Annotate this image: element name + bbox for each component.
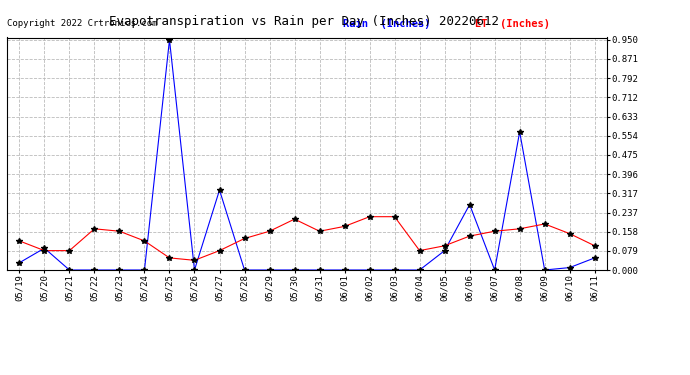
Text: Copyright 2022 Crtronics.com: Copyright 2022 Crtronics.com: [7, 19, 157, 28]
Text: Rain  (Inches): Rain (Inches): [343, 19, 431, 29]
Text: Evapotranspiration vs Rain per Day (Inches) 20220612: Evapotranspiration vs Rain per Day (Inch…: [108, 15, 499, 28]
Text: ET  (Inches): ET (Inches): [475, 19, 550, 29]
